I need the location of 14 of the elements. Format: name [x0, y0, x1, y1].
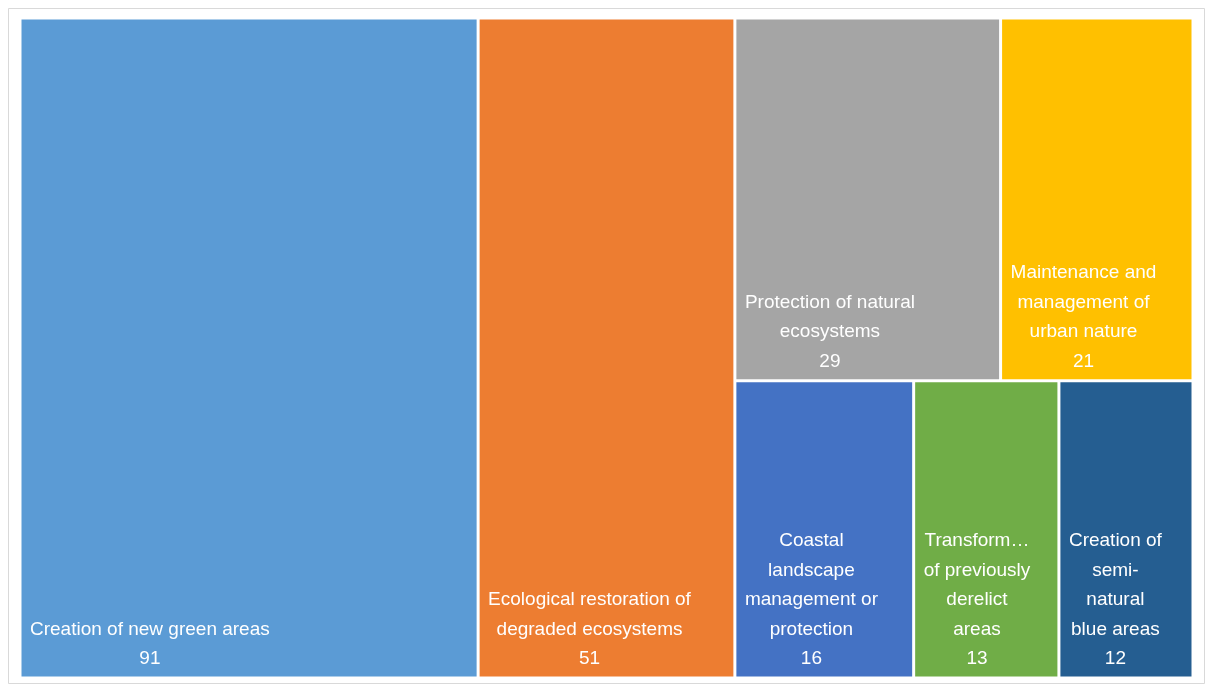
data-label: 91: [139, 647, 161, 668]
data-label: 21: [1072, 349, 1095, 371]
data-label: 13: [966, 647, 988, 668]
category-label: Coastal landscape management or protection: [744, 529, 879, 639]
data-label: 51: [578, 647, 601, 668]
category-label: Ecological restoration of degraded ecosystems: [488, 588, 692, 639]
category-label: Maintenance and management of urban nature: [1010, 261, 1157, 342]
category-label: Protection of natural ecosystems: [744, 290, 915, 342]
category-label: Creation of new green areas: [29, 617, 270, 639]
data-label: 12: [1104, 647, 1126, 668]
category-label: Transform… of previously derelict areas: [923, 529, 1031, 639]
category-label: Creation of semi- natural blue areas: [1068, 529, 1163, 639]
data-label: 29: [819, 349, 841, 371]
data-label: 16: [800, 647, 822, 668]
